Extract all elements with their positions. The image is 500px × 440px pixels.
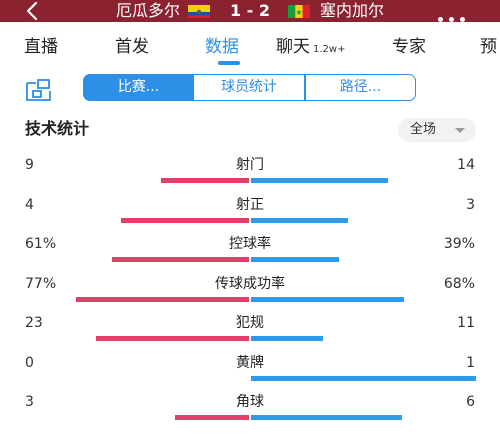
stat-label: 犯规 (236, 315, 264, 331)
stat-away-bar (251, 257, 339, 262)
stat-home-value: 0 (25, 354, 34, 371)
stat-home-bar (175, 415, 249, 420)
active-tab-indicator (218, 61, 240, 65)
stat-home-bar (121, 217, 249, 223)
stat-away-value: 11 (457, 315, 475, 331)
stat-label: 角球 (236, 394, 264, 410)
stat-away-bar (251, 296, 404, 302)
stat-home-value: 3 (25, 394, 34, 410)
stat-away-value: 1 (466, 354, 475, 371)
tab-lineup[interactable]: 首发 (115, 37, 149, 57)
tab-prediction[interactable]: 预 (480, 37, 497, 57)
back-icon[interactable] (22, 1, 44, 21)
stat-home-value: 4 (25, 196, 34, 213)
stat-away-value: 39% (443, 236, 475, 252)
tab-bar: 直播 首发 数据 聊天 1.2w+ 专家 预 (0, 26, 500, 72)
stat-home-bar (96, 336, 249, 341)
stat-away-bar (251, 375, 476, 381)
stat-away-bar (251, 336, 323, 341)
stat-home-value: 23 (25, 315, 43, 331)
ecuador-flag-icon (188, 4, 210, 18)
match-score: 1 - 2 (229, 1, 271, 20)
segment-match[interactable]: 比赛... (83, 74, 194, 101)
stat-away-bar (251, 178, 388, 183)
more-options-icon[interactable] (438, 7, 478, 22)
stat-away-value: 14 (457, 157, 475, 173)
share-icon[interactable] (24, 77, 60, 103)
stat-home-bar (76, 296, 249, 302)
stat-away-value: 3 (466, 196, 475, 213)
stat-home-bar (161, 178, 249, 183)
stat-away-bar (251, 217, 348, 223)
tab-data[interactable]: 数据 (205, 37, 239, 57)
stat-label: 射门 (236, 157, 264, 173)
away-team-name: 塞内加尔 (320, 1, 385, 20)
segment-path[interactable]: 路径... (305, 74, 416, 101)
caret-down-icon (455, 128, 465, 133)
range-dropdown-label: 全场 (410, 122, 437, 137)
stat-away-value: 6 (466, 394, 475, 410)
tab-experts[interactable]: 专家 (392, 37, 426, 57)
stat-home-value: 61% (25, 236, 57, 252)
stat-home-value: 9 (25, 157, 34, 173)
segment-player-stats[interactable]: 球员统计 (194, 74, 305, 101)
stat-label: 控球率 (229, 236, 271, 252)
stat-home-bar (112, 257, 249, 262)
stat-home-value: 77% (25, 275, 57, 292)
match-header: 厄瓜多尔 1 - 2 塞内加尔 (0, 0, 500, 22)
range-dropdown[interactable]: 全场 (398, 118, 476, 142)
stat-label: 黄牌 (236, 354, 264, 371)
tab-live[interactable]: 直播 (24, 37, 58, 57)
stat-label: 射正 (236, 196, 264, 213)
section-title: 技术统计 (25, 119, 90, 138)
stat-away-bar (251, 415, 402, 420)
home-team-name: 厄瓜多尔 (115, 1, 180, 20)
stat-away-value: 68% (443, 275, 475, 292)
senegal-flag-icon (288, 4, 310, 18)
stat-label: 传球成功率 (215, 275, 285, 292)
chat-count-badge: 1.2w+ (313, 44, 346, 55)
tab-chat[interactable]: 聊天 1.2w+ (276, 37, 346, 57)
